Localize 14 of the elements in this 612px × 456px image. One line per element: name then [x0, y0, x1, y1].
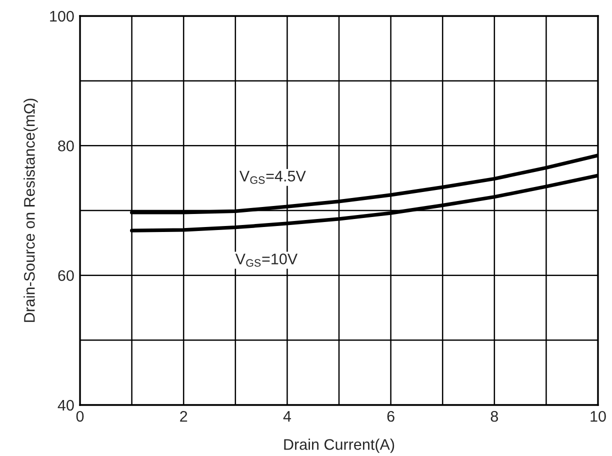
x-tick-label: 6 — [387, 410, 394, 422]
y-tick-label: 100 — [50, 10, 74, 22]
x-tick-label: 0 — [76, 410, 84, 422]
x-axis-title: Drain Current(A) — [284, 438, 394, 453]
x-tick-label: 2 — [180, 410, 188, 422]
annotation: V$_{GS}$=4.5V — [239, 170, 306, 184]
annotation: V$_{GS}$=10V — [235, 254, 298, 267]
y-tick-label: 40 — [58, 400, 74, 411]
x-tick-label: 10 — [590, 410, 606, 422]
y-tick-label: 80 — [58, 140, 74, 152]
y-tick-label: 60 — [58, 270, 74, 282]
x-tick-label: 8 — [490, 410, 498, 422]
x-tick-label: 4 — [283, 411, 291, 422]
y-axis-title: Drain-Source on Resistance(mΩ) — [24, 98, 38, 322]
